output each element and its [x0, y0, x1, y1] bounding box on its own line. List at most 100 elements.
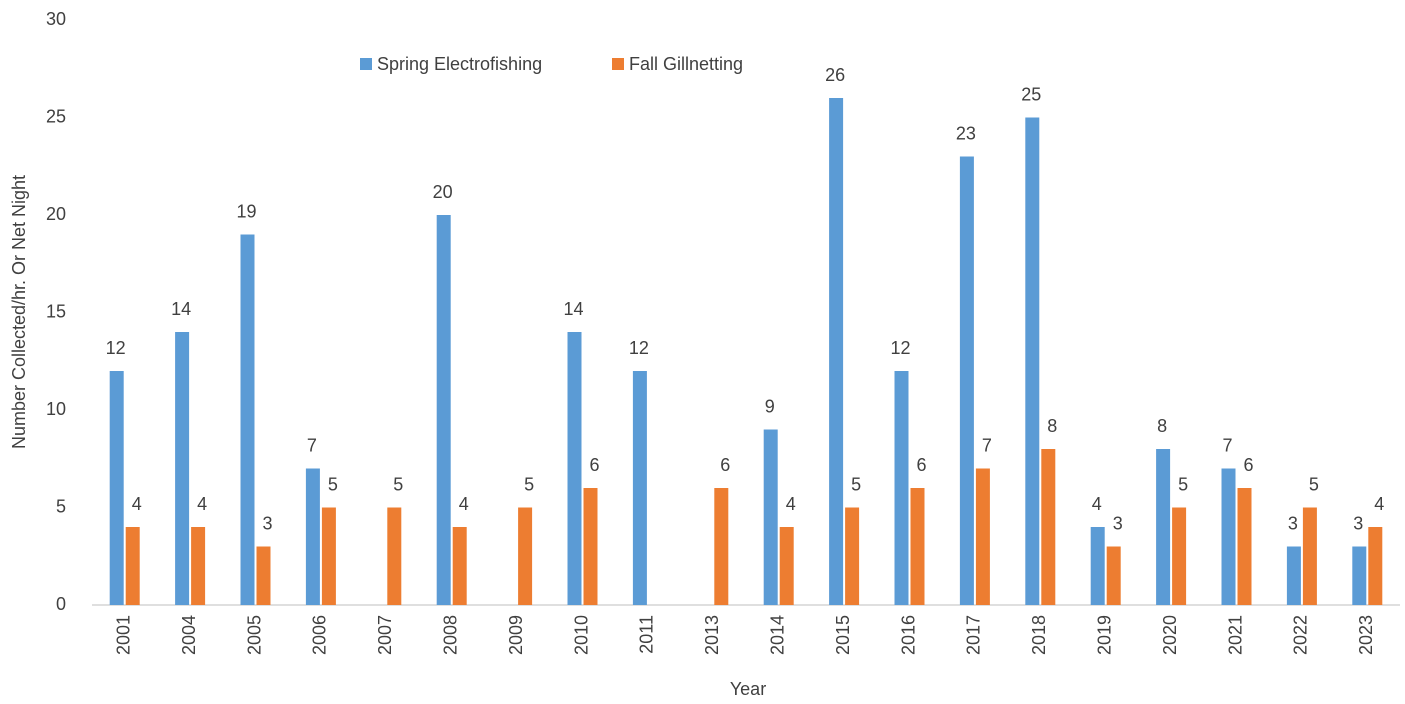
- bar: [829, 98, 844, 605]
- data-label: 5: [1309, 474, 1319, 494]
- bar: [763, 429, 778, 605]
- x-tick-label: 2013: [702, 615, 722, 655]
- bar: [1156, 449, 1171, 605]
- x-tick-label: 2017: [964, 615, 984, 655]
- legend-label: Spring Electrofishing: [377, 54, 542, 74]
- x-tick-label: 2021: [1225, 615, 1245, 655]
- x-axis-title: Year: [730, 679, 766, 699]
- data-label: 7: [1222, 435, 1232, 455]
- data-label: 5: [1178, 474, 1188, 494]
- data-label: 4: [459, 494, 469, 514]
- bar: [1352, 546, 1367, 605]
- bar: [1221, 468, 1236, 605]
- data-label: 6: [720, 455, 730, 475]
- bar: [975, 468, 990, 605]
- x-tick-label: 2023: [1356, 615, 1376, 655]
- data-label: 4: [786, 494, 796, 514]
- data-label: 3: [262, 513, 272, 533]
- x-tick-label: 2010: [571, 615, 591, 655]
- y-tick-label: 10: [46, 399, 66, 419]
- legend-swatch: [612, 58, 624, 70]
- data-label: 5: [851, 474, 861, 494]
- y-tick-label: 20: [46, 204, 66, 224]
- bar: [910, 488, 925, 605]
- bar: [894, 371, 909, 605]
- data-label: 9: [765, 396, 775, 416]
- data-label: 7: [307, 435, 317, 455]
- bar: [1041, 449, 1056, 605]
- bar: [1106, 546, 1121, 605]
- x-tick-label: 2018: [1029, 615, 1049, 655]
- x-tick-label: 2008: [440, 615, 460, 655]
- x-tick-label: 2016: [898, 615, 918, 655]
- x-tick-label: 2001: [113, 615, 133, 655]
- bar: [1090, 527, 1105, 605]
- data-label: 19: [236, 201, 256, 221]
- y-tick-label: 0: [56, 594, 66, 614]
- data-label: 5: [328, 474, 338, 494]
- x-tick-label: 2004: [179, 615, 199, 655]
- data-label: 8: [1047, 416, 1057, 436]
- bar: [1237, 488, 1252, 605]
- bar: [1302, 507, 1317, 605]
- legend-swatch: [360, 58, 372, 70]
- x-tick-label: 2022: [1291, 615, 1311, 655]
- bar: [175, 332, 190, 605]
- data-label: 26: [825, 65, 845, 85]
- data-label: 8: [1157, 416, 1167, 436]
- data-label: 4: [132, 494, 142, 514]
- data-label: 14: [563, 299, 583, 319]
- x-tick-label: 2005: [244, 615, 264, 655]
- bar: [256, 546, 271, 605]
- x-tick-label: 2006: [310, 615, 330, 655]
- x-tick-label: 2015: [833, 615, 853, 655]
- bar: [1025, 117, 1040, 605]
- bar: [632, 371, 647, 605]
- bar: [240, 234, 255, 605]
- x-tick-label: 2009: [506, 615, 526, 655]
- bar: [321, 507, 336, 605]
- y-tick-label: 25: [46, 106, 66, 126]
- bar: [191, 527, 206, 605]
- bar: [387, 507, 402, 605]
- x-tick-label: 2007: [375, 615, 395, 655]
- bar: [125, 527, 140, 605]
- bar: [518, 507, 533, 605]
- data-label: 20: [433, 182, 453, 202]
- data-label: 6: [589, 455, 599, 475]
- data-label: 12: [106, 338, 126, 358]
- data-label: 3: [1288, 513, 1298, 533]
- data-label: 4: [197, 494, 207, 514]
- data-label: 4: [1374, 494, 1384, 514]
- data-label: 5: [393, 474, 403, 494]
- bar: [1368, 527, 1383, 605]
- data-label: 6: [1243, 455, 1253, 475]
- bar: [305, 468, 320, 605]
- x-tick-label: 2020: [1160, 615, 1180, 655]
- data-label: 3: [1113, 513, 1123, 533]
- bar: [583, 488, 598, 605]
- legend-label: Fall Gillnetting: [629, 54, 743, 74]
- bar: [779, 527, 794, 605]
- data-label: 14: [171, 299, 191, 319]
- y-tick-label: 5: [56, 496, 66, 516]
- data-label: 5: [524, 474, 534, 494]
- bar: [452, 527, 467, 605]
- bar: [959, 156, 974, 605]
- x-tick-label: 2011: [637, 615, 657, 654]
- y-axis-title: Number Collected/hr. Or Net Night: [9, 175, 29, 449]
- data-label: 23: [956, 123, 976, 143]
- data-label: 3: [1353, 513, 1363, 533]
- bar: [714, 488, 729, 605]
- data-label: 7: [982, 435, 992, 455]
- bar: [567, 332, 582, 605]
- x-tick-label: 2019: [1094, 615, 1114, 655]
- data-label: 12: [629, 338, 649, 358]
- y-tick-label: 30: [46, 9, 66, 29]
- bar: [109, 371, 124, 605]
- bar: [436, 215, 451, 605]
- y-tick-label: 15: [46, 301, 66, 321]
- bar: [1286, 546, 1301, 605]
- data-label: 4: [1092, 494, 1102, 514]
- data-label: 25: [1021, 84, 1041, 104]
